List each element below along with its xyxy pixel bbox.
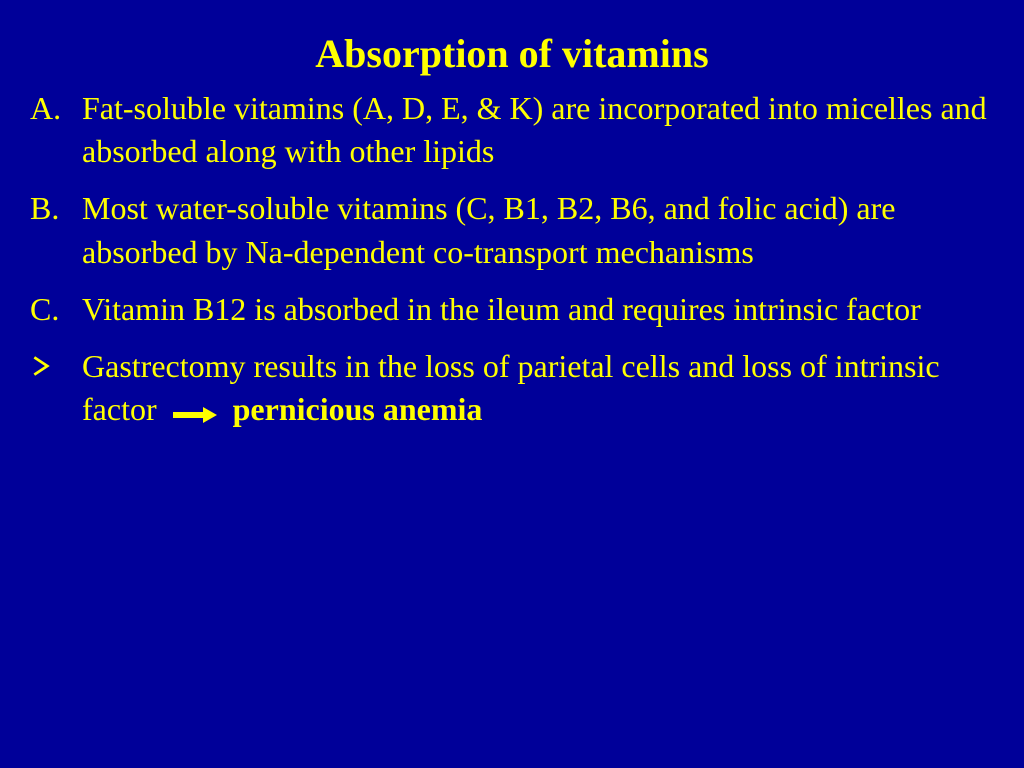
list-text: Fat-soluble vitamins (A, D, E, & K) are …	[82, 87, 994, 173]
list-marker: C.	[30, 288, 82, 331]
slide: Absorption of vitamins A. Fat-soluble vi…	[0, 0, 1024, 768]
slide-title: Absorption of vitamins	[30, 30, 994, 77]
list-item: A. Fat-soluble vitamins (A, D, E, & K) a…	[30, 87, 994, 173]
list-marker: B.	[30, 187, 82, 273]
bullet-text-after: pernicious anemia	[233, 391, 483, 427]
list-text: Most water-soluble vitamins (C, B1, B2, …	[82, 187, 994, 273]
list-text: Gastrectomy results in the loss of parie…	[82, 345, 994, 434]
list-item-bullet: Gastrectomy results in the loss of parie…	[30, 345, 994, 434]
right-arrow-icon	[173, 391, 217, 434]
chevron-arrow-icon	[30, 345, 82, 434]
content-list: A. Fat-soluble vitamins (A, D, E, & K) a…	[30, 87, 994, 434]
list-marker: A.	[30, 87, 82, 173]
list-item: B. Most water-soluble vitamins (C, B1, B…	[30, 187, 994, 273]
list-item: C. Vitamin B12 is absorbed in the ileum …	[30, 288, 994, 331]
list-text: Vitamin B12 is absorbed in the ileum and…	[82, 288, 994, 331]
